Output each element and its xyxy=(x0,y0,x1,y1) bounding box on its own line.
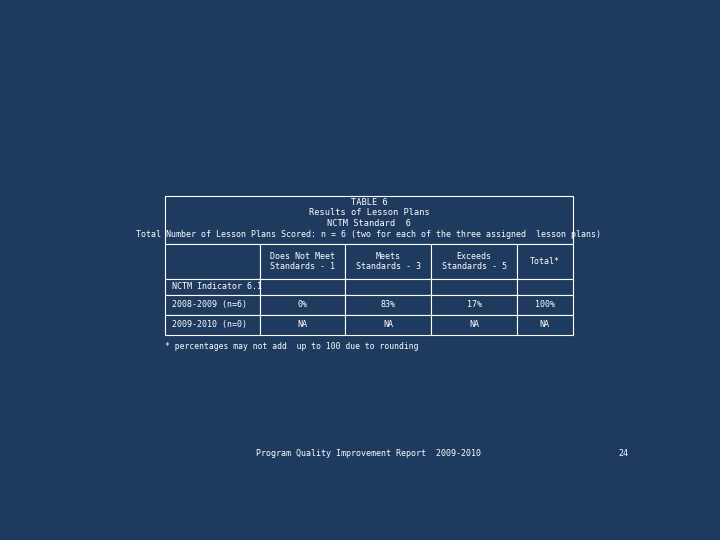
Bar xyxy=(431,244,517,279)
Bar xyxy=(260,279,346,295)
Text: NA: NA xyxy=(383,320,393,329)
Bar xyxy=(517,315,572,335)
Bar xyxy=(166,244,260,279)
Text: 2009-2010 (n=0): 2009-2010 (n=0) xyxy=(172,320,247,329)
Bar xyxy=(260,295,346,315)
Text: 0%: 0% xyxy=(297,300,307,309)
Bar xyxy=(166,295,260,315)
Bar xyxy=(166,279,260,295)
Text: Program Quality Improvement Report  2009-2010: Program Quality Improvement Report 2009-… xyxy=(256,449,482,458)
Text: Exceeds
Standards - 5: Exceeds Standards - 5 xyxy=(441,252,507,271)
Bar xyxy=(346,244,431,279)
Bar xyxy=(517,244,572,279)
Text: NCTM Indicator 6.1: NCTM Indicator 6.1 xyxy=(172,282,262,292)
Bar xyxy=(346,295,431,315)
Bar xyxy=(517,295,572,315)
Text: TABLE 6: TABLE 6 xyxy=(351,198,387,207)
Text: 2008-2009 (n=6): 2008-2009 (n=6) xyxy=(172,300,247,309)
Bar xyxy=(166,315,260,335)
Text: NA: NA xyxy=(297,320,307,329)
Text: Results of Lesson Plans: Results of Lesson Plans xyxy=(309,208,429,217)
Text: Total Number of Lesson Plans Scored: n = 6 (two for each of the three assigned  : Total Number of Lesson Plans Scored: n =… xyxy=(137,230,601,239)
Bar xyxy=(260,244,346,279)
Bar xyxy=(260,315,346,335)
Text: NCTM Standard  6: NCTM Standard 6 xyxy=(327,219,411,228)
Text: 100%: 100% xyxy=(535,300,555,309)
Text: Meets
Standards - 3: Meets Standards - 3 xyxy=(356,252,420,271)
Bar xyxy=(431,279,517,295)
Text: Total*: Total* xyxy=(530,256,559,266)
Text: 17%: 17% xyxy=(467,300,482,309)
Bar xyxy=(346,315,431,335)
Bar xyxy=(517,279,572,295)
Text: NA: NA xyxy=(540,320,550,329)
Bar xyxy=(431,295,517,315)
Text: 24: 24 xyxy=(618,449,629,458)
Text: Does Not Meet
Standards - 1: Does Not Meet Standards - 1 xyxy=(270,252,335,271)
Bar xyxy=(166,196,572,244)
Text: 83%: 83% xyxy=(381,300,396,309)
Bar xyxy=(431,315,517,335)
Bar xyxy=(346,279,431,295)
Text: * percentages may not add  up to 100 due to rounding: * percentages may not add up to 100 due … xyxy=(166,342,419,351)
Text: NA: NA xyxy=(469,320,479,329)
